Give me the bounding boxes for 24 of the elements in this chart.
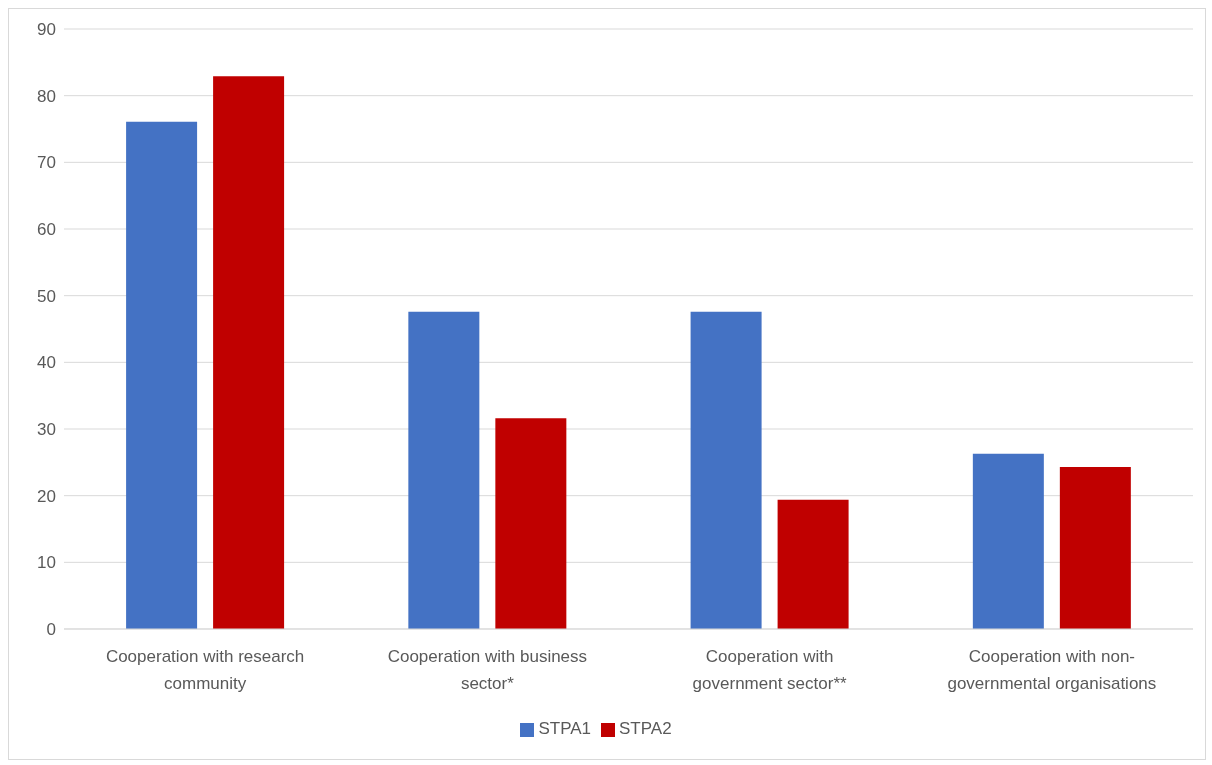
bar: [972, 453, 1044, 629]
y-tick-label: 50: [37, 286, 56, 306]
y-tick-label: 90: [37, 20, 56, 40]
x-tick-label: Cooperation with non-governmental organisations: [947, 647, 1157, 694]
y-tick-label: 70: [37, 153, 56, 173]
x-tick-label: Cooperation with research community: [105, 647, 305, 694]
bar: [495, 418, 567, 629]
bar: [408, 311, 480, 629]
y-tick-label: 80: [37, 86, 56, 106]
legend-label: STPA2: [619, 719, 672, 738]
y-tick-label: 60: [37, 220, 56, 240]
bar: [1059, 467, 1131, 629]
y-tick-label: 40: [37, 353, 56, 373]
bar: [213, 76, 285, 629]
y-tick-label: 0: [46, 620, 56, 640]
legend-label: STPA1: [538, 719, 591, 738]
bar: [690, 311, 762, 629]
y-tick-label: 20: [37, 486, 56, 506]
y-tick-label: 30: [37, 420, 56, 440]
x-tick-label: Cooperation with business sector*: [387, 647, 588, 694]
x-tick-label: Cooperation with government sector**: [692, 647, 848, 694]
bar: [126, 121, 198, 629]
y-tick-label: 10: [37, 553, 56, 573]
bar: [777, 499, 849, 629]
